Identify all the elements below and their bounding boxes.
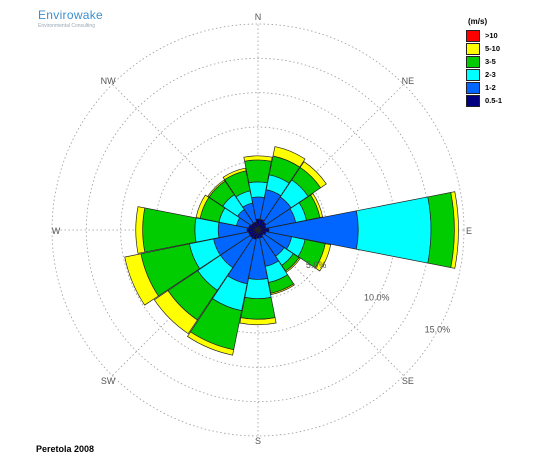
chart-labels: N NE E SE S SW W NW 5.0% 10.0% 15.0%: [52, 12, 472, 446]
petal-segment-sse: [270, 283, 295, 296]
legend-swatch: [466, 29, 480, 42]
petal-segment-e: [450, 191, 459, 269]
compass-label-se: SE: [402, 376, 414, 386]
petal-segment-ne: [299, 161, 327, 189]
petal-segment-se: [285, 257, 301, 273]
petal-segment-wnw: [195, 194, 210, 219]
legend-swatch: [466, 55, 480, 68]
petal-segment-wsw: [124, 253, 159, 306]
compass-label-ne: NE: [402, 76, 415, 86]
chart-footer-title: Peretola 2008: [36, 444, 95, 454]
logo-tagline: Environmental Consulting: [38, 23, 95, 29]
wind-petals: [124, 146, 459, 356]
grid-ring: [51, 23, 465, 437]
legend-item: >10: [466, 29, 536, 42]
petal-segment-n: [243, 155, 273, 162]
ring-label: 5.0%: [306, 260, 327, 270]
petal-segment-n: [248, 181, 268, 199]
compass-label-sw: SW: [101, 376, 116, 386]
compass-label-e: E: [466, 226, 472, 236]
petal-segment-nw: [207, 179, 226, 198]
legend-swatch: [466, 42, 480, 55]
petal-segment-w: [135, 206, 146, 254]
legend-swatch: [466, 81, 480, 94]
compass-label-nw: NW: [101, 76, 116, 86]
petal-segment-sw: [153, 290, 198, 335]
petal-segment-nnw: [222, 167, 247, 181]
legend-title: (m/s): [468, 17, 488, 26]
compass-label-s: S: [255, 436, 261, 446]
legend-label: 3-5: [485, 57, 496, 66]
petal-segment-s: [240, 296, 276, 320]
legend-item: 1-2: [466, 81, 536, 94]
petal-segment-ese: [314, 243, 332, 272]
petal-segment-s: [244, 278, 272, 300]
petal-segment-s: [239, 317, 277, 326]
legend: (m/s) >10 5-10 3-5 2-3 1-2 0.5-1: [466, 17, 536, 107]
ring-label: 10.0%: [364, 292, 390, 302]
ring-label: 15.0%: [425, 325, 451, 335]
logo: Envirowake Environmental Consulting: [38, 8, 148, 29]
legend-label: 1-2: [485, 83, 496, 92]
compass-label-n: N: [255, 12, 262, 22]
petal-segment-ssw: [186, 331, 235, 356]
legend-item: 2-3: [466, 68, 536, 81]
legend-item: 3-5: [466, 55, 536, 68]
legend-label: 0.5-1: [485, 96, 503, 105]
legend-label: >10: [485, 31, 498, 40]
compass-label-w: W: [52, 226, 61, 236]
legend-label: 2-3: [485, 70, 496, 79]
legend-item: 5-10: [466, 42, 536, 55]
petal-segment-n: [244, 159, 272, 184]
legend-label: 5-10: [485, 44, 501, 53]
legend-swatch: [466, 68, 480, 81]
legend-item: 0.5-1: [466, 94, 536, 107]
petal-segment-nne: [272, 146, 306, 168]
legend-swatch: [466, 94, 480, 107]
petal-segment-ene: [310, 193, 324, 218]
logo-name: Envirowake: [38, 8, 104, 22]
petal-segment-e: [355, 196, 432, 264]
legend-items: >10 5-10 3-5 2-3 1-2 0.5-1: [466, 29, 536, 107]
petal-segment-e: [427, 192, 455, 268]
